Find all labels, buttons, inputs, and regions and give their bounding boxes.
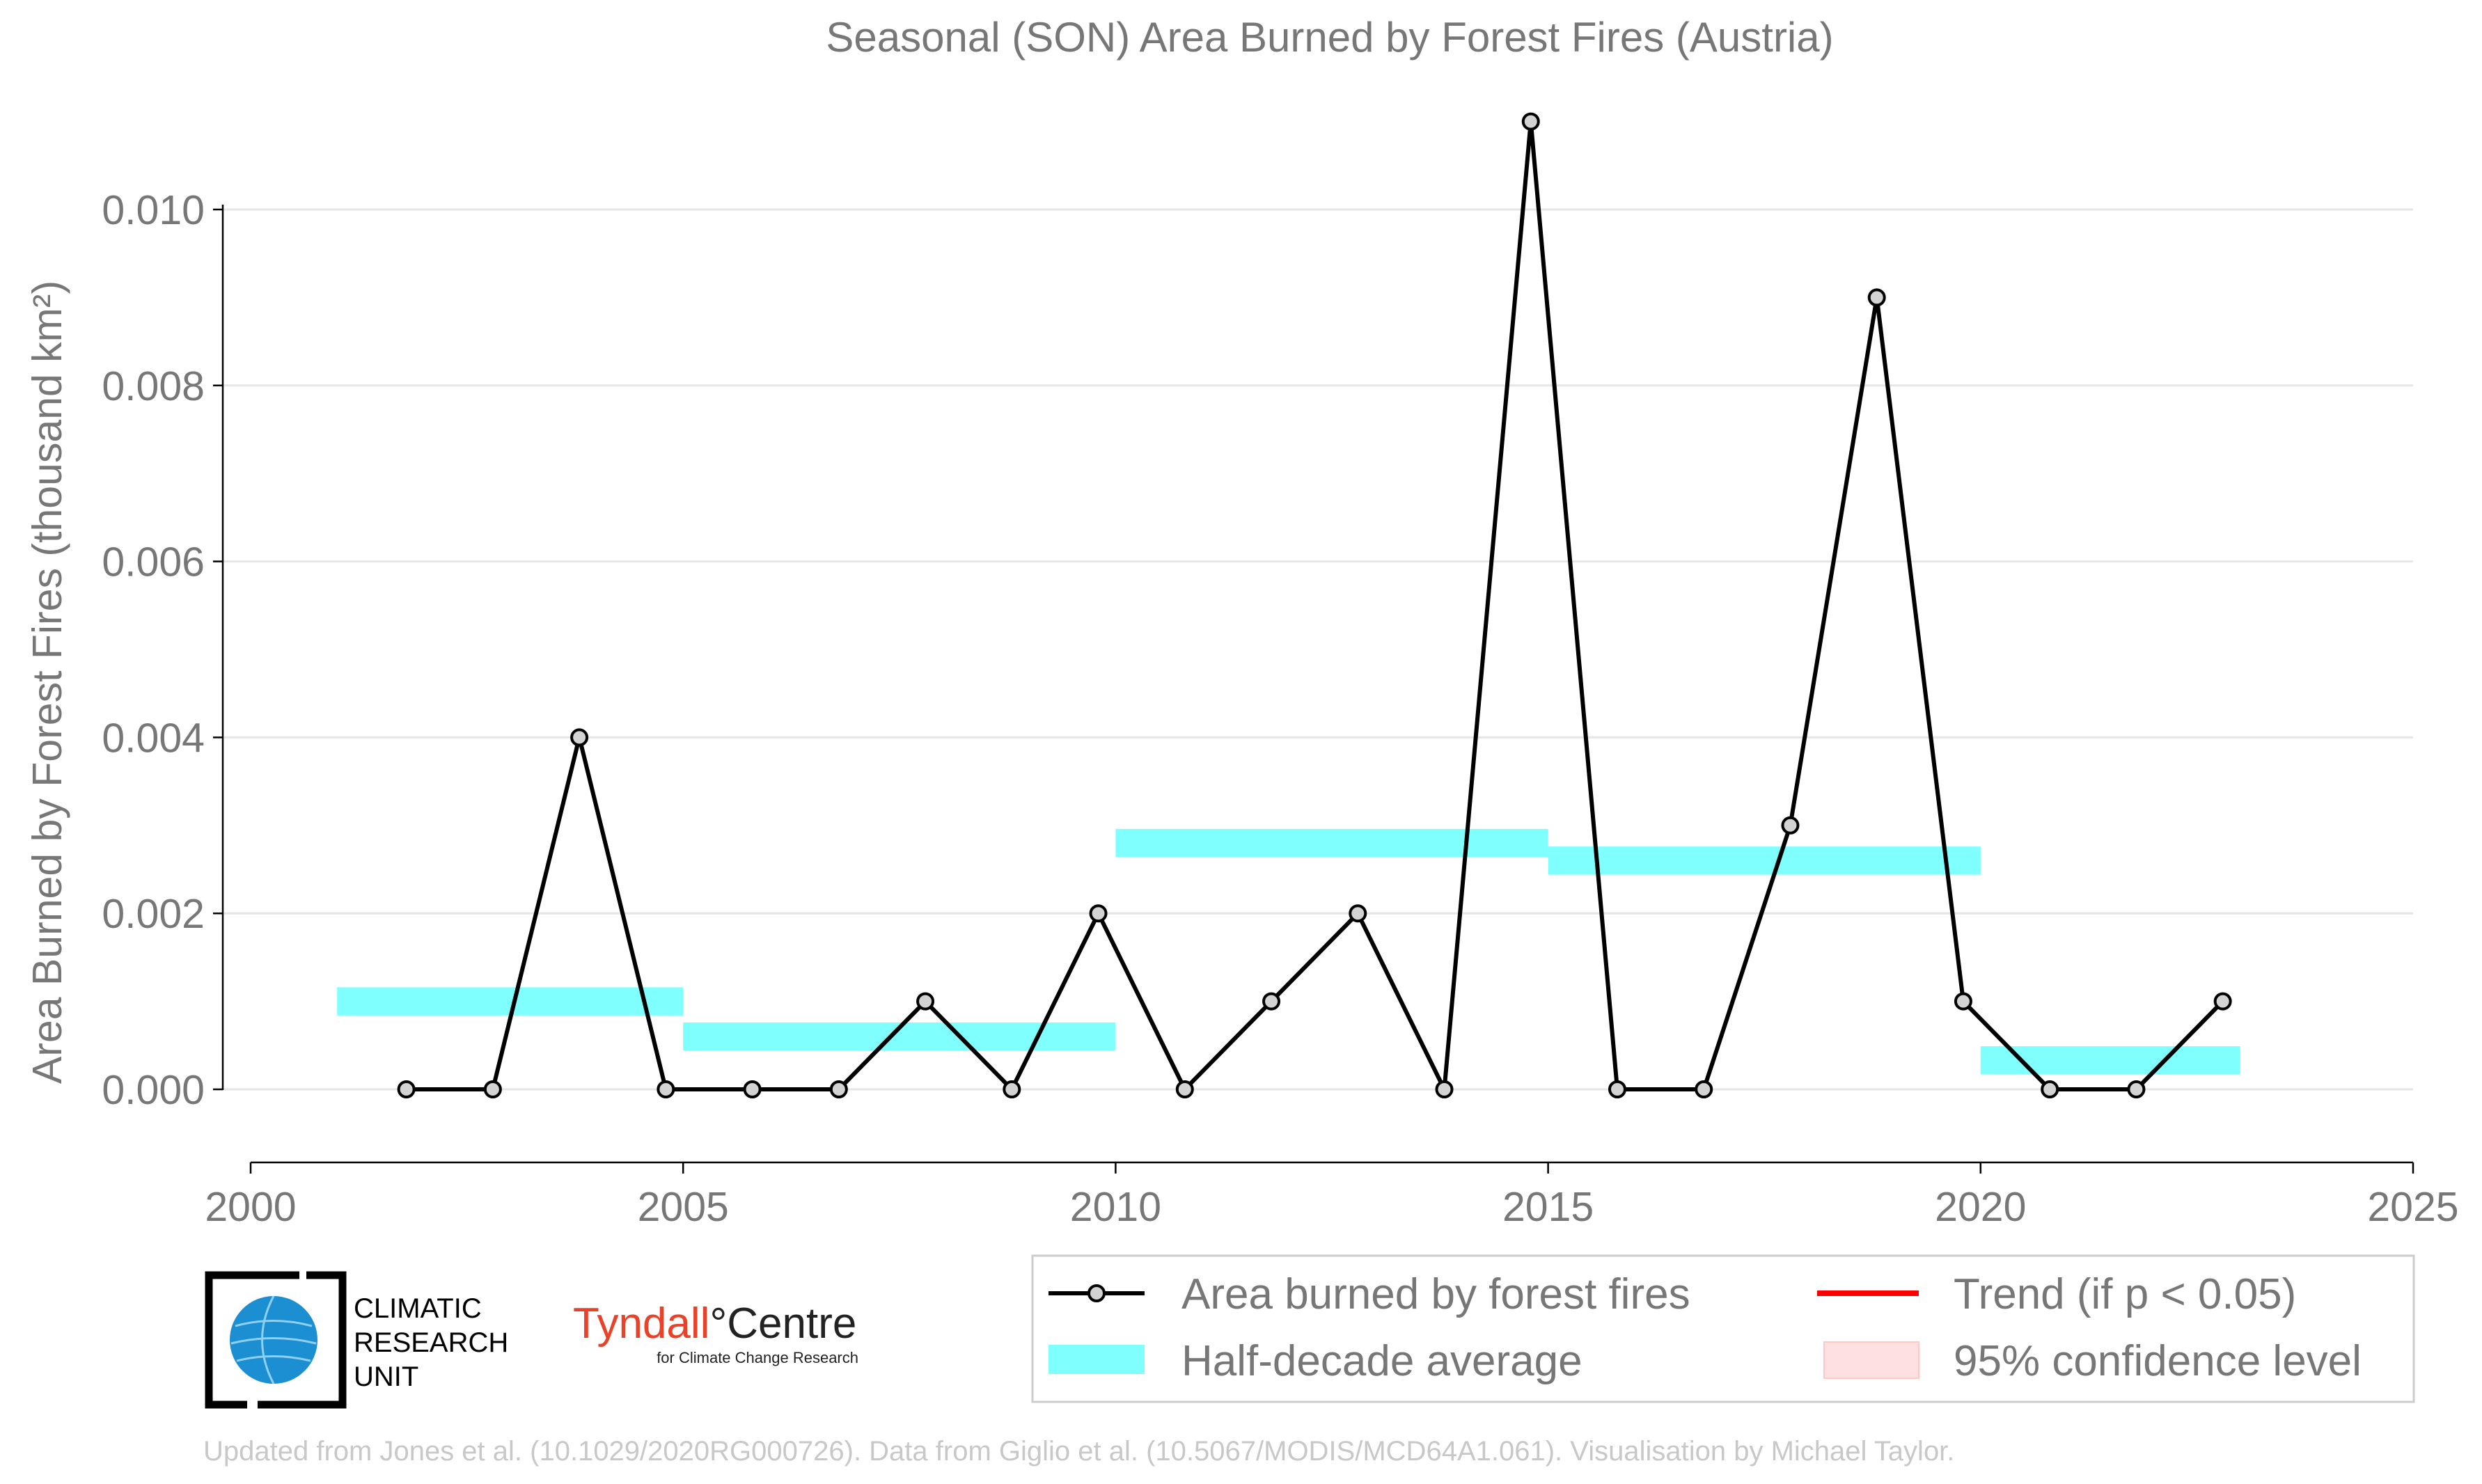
y-tick-label: 0.010 — [102, 187, 205, 233]
data-point — [2213, 992, 2232, 1011]
legend-entry-series: Area burned by forest fires — [1048, 1270, 1690, 1318]
data-point — [1089, 904, 1108, 923]
data-point — [1003, 1080, 1021, 1098]
series-line — [406, 121, 2224, 1097]
data-point — [1175, 1080, 1194, 1098]
gridlines — [223, 208, 2413, 1091]
cru-logo-bracket-right — [258, 1271, 347, 1409]
data-point — [570, 728, 589, 747]
x-tick-label: 2020 — [1935, 1184, 2026, 1230]
half-decade-band — [1115, 828, 1548, 858]
data-point — [657, 1080, 675, 1098]
data-point — [1867, 288, 1886, 307]
legend-label-series: Area burned by forest fires — [1181, 1270, 1690, 1318]
y-tick-label: 0.002 — [102, 891, 205, 937]
half-decade-bands — [337, 828, 2240, 1075]
cru-logo-bracket-left — [205, 1271, 299, 1409]
data-point — [1262, 992, 1281, 1011]
footer-credits: Updated from Jones et al. (10.1029/2020R… — [203, 1436, 1954, 1467]
legend-label-half-decade: Half-decade average — [1181, 1337, 1582, 1385]
half-decade-band — [1548, 846, 1981, 875]
legend-box — [1031, 1254, 2415, 1403]
data-points — [397, 112, 2232, 1098]
y-tick-label: 0.006 — [102, 539, 205, 585]
tyndall-logo-subtitle: for Climate Change Research — [657, 1349, 858, 1366]
legend-entry-trend: Trend (if p < 0.05) — [1817, 1270, 2296, 1318]
data-point — [483, 1080, 502, 1098]
legend-entry-half-decade: Half-decade average — [1048, 1337, 1582, 1385]
y-axis-label: Area Burned by Forest Fires (thousand km… — [24, 281, 70, 1084]
x-tick-label: 2015 — [1502, 1184, 1594, 1230]
data-point — [397, 1080, 416, 1098]
data-point — [743, 1080, 762, 1098]
legend-marker-swatch — [1087, 1284, 1106, 1302]
tyndall-logo-text: Tyndall°Centre — [573, 1300, 856, 1348]
y-tick-label: 0.004 — [102, 715, 205, 761]
data-point — [1521, 112, 1540, 131]
legend-confidence-swatch — [1823, 1341, 1919, 1379]
x-tick-label: 2005 — [638, 1184, 729, 1230]
globe-icon — [230, 1295, 317, 1384]
data-point — [2127, 1080, 2146, 1098]
data-point — [1781, 816, 1800, 835]
data-point — [829, 1080, 848, 1098]
x-tick-label: 2010 — [1070, 1184, 1161, 1230]
y-axis-ticks: 0.000 0.002 0.004 0.006 0.008 0.010 — [102, 187, 223, 1113]
data-point — [2041, 1080, 2059, 1098]
chart-title: Seasonal (SON) Area Burned by Forest Fir… — [826, 14, 1833, 61]
data-point — [916, 992, 935, 1011]
data-point — [1954, 992, 1972, 1011]
y-tick-label: 0.008 — [102, 363, 205, 409]
data-point — [1695, 1080, 1713, 1098]
cru-logo: CLIMATIC RESEARCH UNIT — [205, 1271, 508, 1409]
cru-logo-line-1: CLIMATIC — [354, 1293, 482, 1324]
series-line-group — [406, 121, 2224, 1097]
legend-label-confidence: 95% confidence level — [1954, 1337, 2362, 1385]
x-tick-label: 2000 — [205, 1184, 296, 1230]
x-axis-ticks: 2000 2005 2010 2015 2020 2025 — [205, 1162, 2459, 1230]
x-tick-label: 2025 — [2367, 1184, 2458, 1230]
data-point — [1349, 904, 1367, 923]
y-tick-label: 0.000 — [102, 1067, 205, 1113]
tyndall-logo: Tyndall°Centre for Climate Change Resear… — [573, 1300, 858, 1366]
data-point — [1608, 1080, 1626, 1098]
legend: Area burned by forest fires Trend (if p … — [1031, 1254, 2415, 1403]
data-point — [1435, 1080, 1454, 1098]
legend-band-swatch — [1048, 1345, 1145, 1374]
legend-label-trend: Trend (if p < 0.05) — [1954, 1270, 2296, 1318]
tyndall-logo-part-2: °Centre — [709, 1300, 856, 1348]
tyndall-logo-part-1: Tyndall — [573, 1300, 709, 1348]
cru-logo-line-2: RESEARCH — [354, 1327, 508, 1358]
legend-entry-confidence: 95% confidence level — [1823, 1337, 2362, 1385]
cru-logo-line-3: UNIT — [354, 1361, 418, 1392]
